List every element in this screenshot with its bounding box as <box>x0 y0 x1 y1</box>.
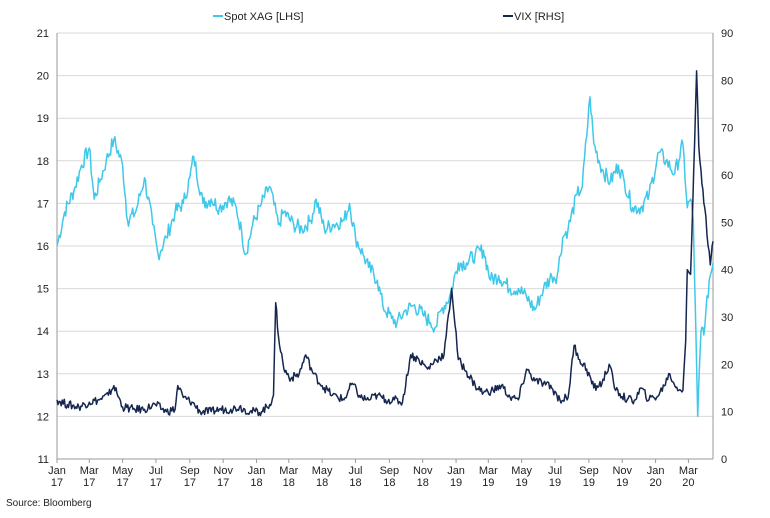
x-tick-label-year: 17 <box>83 477 95 489</box>
x-tick-label-year: 17 <box>51 477 63 489</box>
x-tick-label-month: Mar <box>80 465 99 477</box>
legend-label-spot-xag: Spot XAG [LHS] <box>224 11 303 23</box>
right-tick-label: 10 <box>721 407 733 419</box>
right-tick-label: 40 <box>721 265 733 277</box>
x-tick-label-month: Sep <box>180 465 200 477</box>
x-tick-label-year: 19 <box>516 477 528 489</box>
x-tick-label-month: Jan <box>248 465 266 477</box>
x-tick-label-year: 18 <box>417 477 429 489</box>
left-axis-ticks: 11 12 13 14 15 16 17 18 19 20 21 <box>37 28 49 466</box>
right-tick-label: 90 <box>721 28 733 40</box>
x-tick-label-month: Jul <box>548 465 562 477</box>
series-line-vix <box>56 70 714 417</box>
x-tick-label-month: Jan <box>447 465 465 477</box>
x-tick-label-year: 17 <box>184 477 196 489</box>
right-tick-label: 0 <box>721 454 727 466</box>
left-tick-label: 16 <box>37 241 49 253</box>
x-tick-label-year: 20 <box>682 477 694 489</box>
x-tick-label-year: 18 <box>250 477 262 489</box>
x-tick-label-year: 19 <box>549 477 561 489</box>
x-tick-label-month: Jan <box>48 465 66 477</box>
left-tick-label: 17 <box>37 198 49 210</box>
x-axis-ticks: Jan17Mar17May17Jul17Sep17Nov17Jan18Mar18… <box>48 459 698 489</box>
legend-label-vix: VIX [RHS] <box>514 11 564 23</box>
x-tick-label-month: Nov <box>413 465 433 477</box>
source-note: Source: Bloomberg <box>6 498 92 509</box>
left-tick-label: 15 <box>37 284 49 296</box>
right-tick-label: 70 <box>721 123 733 135</box>
x-tick-label-month: May <box>312 465 333 477</box>
x-tick-label-month: Mar <box>479 465 498 477</box>
x-tick-label-year: 20 <box>649 477 661 489</box>
right-tick-label: 80 <box>721 75 733 87</box>
x-tick-label-year: 19 <box>583 477 595 489</box>
x-tick-label-year: 17 <box>116 477 128 489</box>
x-tick-label-month: Jan <box>647 465 665 477</box>
right-tick-label: 50 <box>721 217 733 229</box>
x-tick-label-month: Nov <box>612 465 632 477</box>
series-line-spot-xag <box>56 96 714 418</box>
x-tick-label-month: Mar <box>679 465 698 477</box>
x-tick-label-year: 18 <box>349 477 361 489</box>
x-tick-label-year: 18 <box>316 477 328 489</box>
x-tick-label-month: May <box>112 465 133 477</box>
x-tick-label-year: 17 <box>217 477 229 489</box>
gridlines <box>57 32 713 417</box>
x-tick-label-year: 19 <box>616 477 628 489</box>
x-tick-label-month: Sep <box>579 465 599 477</box>
left-tick-label: 11 <box>38 454 49 466</box>
x-tick-label-year: 19 <box>450 477 462 489</box>
right-tick-label: 60 <box>721 170 733 182</box>
x-tick-label-year: 19 <box>482 477 494 489</box>
left-tick-label: 21 <box>37 28 49 40</box>
x-tick-label-month: May <box>511 465 532 477</box>
legend: Spot XAG [LHS] VIX [RHS] <box>213 11 564 23</box>
x-tick-label-month: Nov <box>213 465 233 477</box>
left-tick-label: 12 <box>37 411 49 423</box>
x-tick-label-month: Jul <box>348 465 362 477</box>
x-tick-label-year: 18 <box>383 477 395 489</box>
x-tick-label-month: Sep <box>380 465 400 477</box>
x-tick-label-year: 18 <box>283 477 295 489</box>
series-layer <box>56 70 714 418</box>
left-tick-label: 13 <box>37 369 49 381</box>
right-tick-label: 30 <box>721 312 733 324</box>
right-tick-label: 20 <box>721 359 733 371</box>
x-tick-label-year: 17 <box>150 477 162 489</box>
left-tick-label: 14 <box>37 326 49 338</box>
left-tick-label: 19 <box>37 113 49 125</box>
left-tick-label: 20 <box>37 71 49 83</box>
x-tick-label-month: Jul <box>149 465 163 477</box>
x-tick-label-month: Mar <box>279 465 298 477</box>
right-axis-ticks: 0 10 20 30 40 50 60 70 80 90 <box>721 28 733 466</box>
left-tick-label: 18 <box>37 156 49 168</box>
